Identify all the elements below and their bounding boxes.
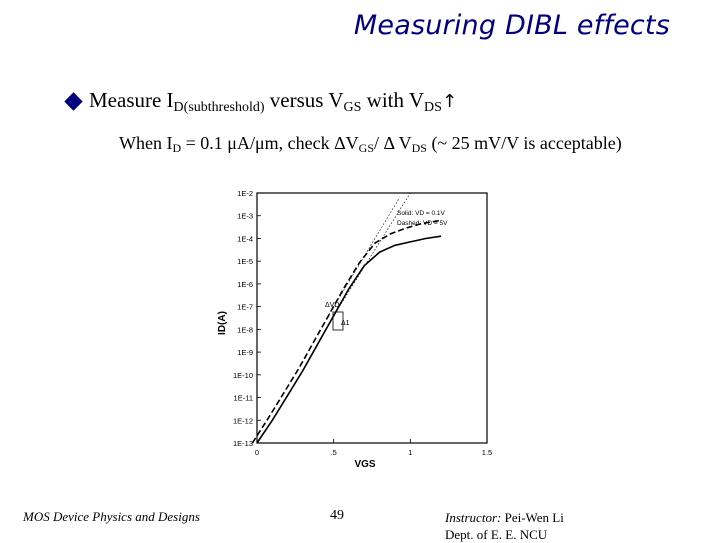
bullet-sub-1: D(subthreshold): [173, 100, 265, 115]
y-tick-label: 1E-6: [237, 280, 253, 289]
y-tick-label: 1E-13: [233, 439, 253, 448]
when-sub-3: DS: [411, 141, 427, 155]
y-axis-label: ID(A): [217, 311, 228, 335]
x-tick-label: 1.5: [482, 448, 492, 457]
y-tick-label: 1E-5: [237, 257, 253, 266]
y-tick-label: 1E-11: [234, 394, 253, 403]
annotation-delta: Δ1: [341, 320, 350, 327]
y-tick-label: 1E-2: [237, 189, 253, 198]
delta-box: [332, 311, 344, 331]
up-arrow-icon: ↑: [441, 91, 458, 112]
slide-title: Measuring DIBL effects: [353, 10, 670, 41]
y-tick-label: 1E-10: [233, 371, 253, 380]
x-axis-label: VGS: [354, 459, 375, 470]
y-tick-label: 1E-4: [237, 234, 253, 243]
y-tick-label: 1E-7: [237, 303, 253, 312]
curves: [251, 192, 442, 444]
bullet-measure: Measure ID(subthreshold) versus VGS with…: [63, 88, 457, 116]
instructor-name: Pei-Wen Li: [501, 510, 564, 525]
when-text-4: (~ 25 mV/V is acceptable): [426, 133, 622, 153]
x-tick-label: 0: [255, 448, 259, 457]
instructor-label: Instructor:: [445, 510, 502, 525]
x-tick-label: .5: [331, 448, 337, 457]
y-tick-label: 1E-12: [233, 416, 253, 425]
plot-frame: [256, 192, 488, 444]
annotation-dvd: ΔVD: [325, 302, 339, 309]
bullet-text-2: versus V: [264, 88, 344, 112]
legend-solid: Solid: VD = 0.1V: [397, 210, 446, 217]
when-text-1: When I: [119, 133, 173, 153]
y-tick-label: 1E-9: [237, 348, 253, 357]
id-vgs-chart: 1E-2 1E-3 1E-4 1E-5 1E-6 1E-7 1E-8 1E-9 1E-10 1E-…: [217, 189, 492, 470]
y-tick-label: 1E-8: [237, 325, 253, 334]
when-text-3: / Δ V: [374, 133, 412, 153]
bullet-text-3: with V: [361, 88, 425, 112]
legend-dashed: Dashed: VD = 5V: [397, 220, 448, 227]
bullet-sub-2: GS: [343, 100, 362, 115]
when-sub-2: GS: [358, 141, 374, 155]
bullet-sub-3: DS: [424, 100, 442, 115]
y-tick-labels: 1E-2 1E-3 1E-4 1E-5 1E-6 1E-7 1E-8 1E-9 1E-10 1E-…: [233, 189, 261, 448]
department: Dept. of E. E. NCU: [445, 527, 548, 542]
solid-curve: [256, 235, 442, 444]
footer-instructor: Instructor: Pei-Wen Li Dept. of E. E. NC…: [445, 509, 564, 543]
y-tick-label: 1E-3: [237, 212, 253, 221]
when-sub-1: D: [172, 141, 182, 155]
footer-course: MOS Device Physics and Designs: [23, 509, 200, 524]
diamond-bullet-icon: [64, 91, 83, 111]
sub-bullet-when: When ID = 0.1 μA/μm, check ΔVGS/ Δ VDS (…: [119, 131, 659, 160]
x-tick-labels: 0 .5 1 1.5: [255, 439, 492, 457]
x-tick-label: 1: [408, 448, 412, 457]
page-number: 49: [330, 508, 344, 523]
bullet-text-1: Measure I: [89, 88, 174, 112]
dashed-curve: [251, 219, 442, 444]
when-text-2: = 0.1 μA/μm, check ΔV: [181, 133, 359, 153]
